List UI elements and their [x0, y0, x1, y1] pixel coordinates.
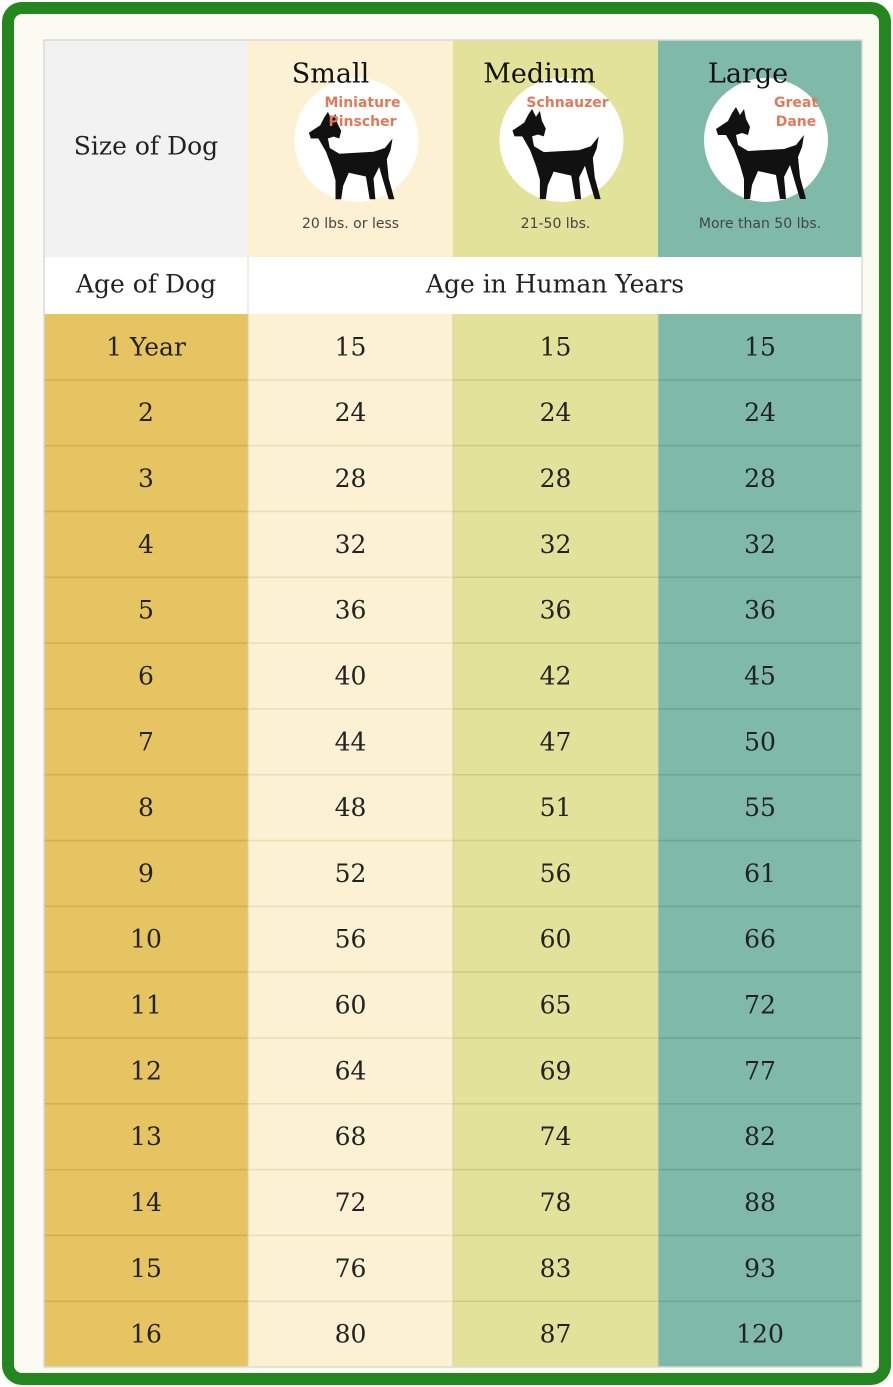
dog-age: 7 [138, 727, 154, 756]
human-age: 40 [335, 661, 367, 690]
human-age: 28 [540, 464, 572, 493]
dog-age: 12 [130, 1056, 162, 1085]
human-age: 32 [540, 530, 572, 559]
human-age: 52 [335, 859, 367, 888]
human-age: 36 [335, 596, 367, 625]
human-age: 60 [335, 991, 367, 1020]
size-title: Small [292, 59, 369, 90]
dog-age: 4 [138, 530, 154, 559]
table: Size of Dog Small Miniature Pinscher 20 lbs.… [44, 40, 862, 1367]
human-age: 56 [540, 859, 572, 888]
human-age: 69 [540, 1056, 572, 1085]
human-age: 15 [540, 332, 572, 361]
human-age: 77 [744, 1056, 776, 1085]
dog-age: 1 Year [106, 332, 186, 361]
human-age: 51 [540, 793, 572, 822]
dog-age: 8 [138, 793, 154, 822]
weight-label: 21-50 lbs. [521, 216, 591, 232]
human-age: 68 [335, 1122, 367, 1151]
human-age: 61 [744, 859, 776, 888]
breed-name: Dane [776, 114, 817, 130]
dog-age: 3 [138, 464, 154, 493]
human-age: 82 [744, 1122, 776, 1151]
human-age: 36 [744, 596, 776, 625]
breed-name: Great [774, 95, 818, 111]
breed-name: Schnauzer [526, 95, 608, 111]
human-age: 93 [744, 1254, 776, 1283]
size-label: Size of Dog [74, 132, 218, 161]
dog-age: 6 [138, 661, 154, 690]
weight-label: 20 lbs. or less [302, 216, 399, 232]
human-age: 42 [540, 661, 572, 690]
human-age: 88 [744, 1188, 776, 1217]
human-age: 24 [540, 398, 572, 427]
breed-name: Miniature [324, 95, 400, 111]
dog-age-chart: Size of Dog Small Miniature Pinscher 20 lbs.… [0, 0, 893, 1387]
human-age: 64 [335, 1056, 367, 1085]
size-title: Medium [483, 59, 596, 90]
dog-age: 2 [138, 398, 154, 427]
human-age: 50 [744, 727, 776, 756]
weight-label: More than 50 lbs. [699, 216, 821, 232]
human-age: 44 [335, 727, 367, 756]
human-age: 24 [744, 398, 776, 427]
human-age: 55 [744, 793, 776, 822]
human-age: 72 [335, 1188, 367, 1217]
human-age: 120 [736, 1320, 784, 1349]
size-title: Large [708, 59, 788, 90]
dog-age: 10 [130, 925, 162, 954]
human-age: 76 [335, 1254, 367, 1283]
dog-age: 16 [130, 1320, 162, 1349]
breed-name: Pinscher [328, 114, 396, 130]
human-age: 83 [540, 1254, 572, 1283]
dog-age: 11 [130, 991, 162, 1020]
dog-age: 14 [130, 1188, 162, 1217]
human-age: 24 [335, 398, 367, 427]
human-label: Age in Human Years [425, 270, 684, 299]
human-age: 60 [540, 925, 572, 954]
dog-age: 13 [130, 1122, 162, 1151]
human-age: 56 [335, 925, 367, 954]
human-age: 45 [744, 661, 776, 690]
human-age: 65 [540, 991, 572, 1020]
human-age: 15 [744, 332, 776, 361]
human-age: 28 [744, 464, 776, 493]
human-age: 48 [335, 793, 367, 822]
human-age: 66 [744, 925, 776, 954]
dog-age: 9 [138, 859, 154, 888]
human-age: 32 [744, 530, 776, 559]
human-age: 28 [335, 464, 367, 493]
human-age: 32 [335, 530, 367, 559]
human-age: 72 [744, 991, 776, 1020]
dog-age: 15 [130, 1254, 162, 1283]
age-label: Age of Dog [75, 270, 216, 299]
human-age: 80 [335, 1320, 367, 1349]
human-age: 74 [540, 1122, 572, 1151]
human-age: 36 [540, 596, 572, 625]
human-age: 87 [540, 1320, 572, 1349]
dog-age: 5 [138, 596, 154, 625]
human-age: 78 [540, 1188, 572, 1217]
human-age: 15 [335, 332, 367, 361]
human-age: 47 [540, 727, 572, 756]
